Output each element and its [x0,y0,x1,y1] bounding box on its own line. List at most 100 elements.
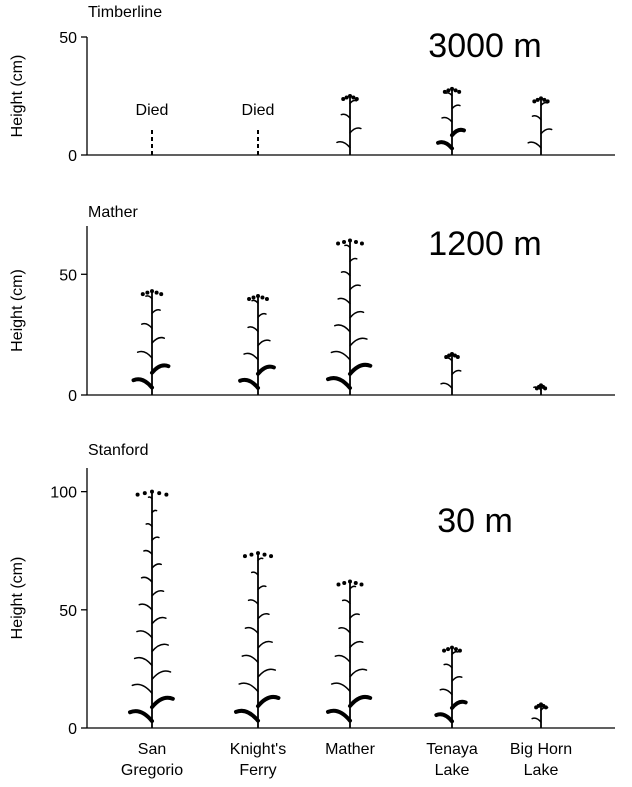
leaf [451,104,461,110]
plant [533,383,548,395]
x-tick-label-line: Knight's [230,741,286,758]
leaf [340,113,351,119]
leaf [349,337,368,347]
panel-title: Mather [88,204,138,221]
plant [128,489,175,728]
flower [336,582,341,587]
leaf [348,694,373,709]
flower [336,241,341,246]
plant [326,579,373,728]
flower [341,97,346,101]
flower [353,239,358,244]
leaf [244,626,259,635]
leaf [341,599,351,605]
leaf [257,557,264,562]
plant [527,96,553,155]
flower [457,648,462,653]
leaf [344,244,351,249]
y-tick-label: 0 [68,388,77,405]
leaf [151,589,165,597]
leaf [250,571,259,576]
leaf [326,376,352,390]
flower [543,386,548,391]
leaf [540,128,553,135]
leaf [145,295,153,300]
leaf [151,509,158,514]
leaf [451,369,462,376]
leaf [151,308,161,315]
x-tick-label-line: Big Horn [510,741,572,758]
leaf [349,127,362,134]
leaf [450,699,468,710]
leaf [531,115,542,121]
flower [135,492,140,497]
x-tick-label-line: Mather [325,741,375,758]
flower [351,95,356,100]
leaf [133,656,153,667]
leaf [256,364,276,376]
leaf [349,310,365,319]
leaf [257,585,267,591]
leaf [349,668,368,678]
flower [262,552,267,557]
flower [450,86,454,91]
leaf [150,363,171,375]
leaf [349,257,358,263]
leaf [434,712,454,724]
flower [256,551,260,556]
leaf [238,682,259,693]
leaf [334,654,351,663]
x-tick-label-line: Lake [524,762,559,779]
leaf [147,496,153,500]
flower [446,88,451,93]
flower [154,290,159,295]
leaf [151,536,160,542]
flower [457,89,462,94]
y-tick-label: 50 [59,30,77,47]
flower [264,297,269,302]
x-tick-label: Tenaya Lake [426,741,478,779]
leaf [151,336,166,344]
flower [242,554,247,559]
y-tick-label: 0 [68,721,77,738]
flower [249,552,254,557]
flower [269,554,274,559]
flower [455,354,460,359]
x-tick-label-line: Ferry [239,762,276,779]
leaf [243,352,259,361]
leaf [348,362,373,376]
flower [453,647,458,652]
leaf [439,688,453,696]
leaf [234,708,260,723]
leaf [340,271,351,277]
flower [348,238,352,243]
plant [434,645,468,728]
plant [436,86,466,155]
leaf [151,670,172,681]
leaf [143,549,153,555]
elevation-label: 1200 m [428,225,541,263]
leaf [257,612,270,620]
leaf [441,116,453,123]
leaf [256,694,281,709]
leaf [338,627,351,634]
flower [256,294,260,299]
flower [159,292,164,297]
flower [535,97,540,102]
x-tick-label-line: Lake [435,762,470,779]
flower [545,99,550,104]
x-tick-label-line: San [138,741,166,758]
y-tick-label: 50 [59,267,77,284]
flower [359,241,364,246]
flower [348,579,352,584]
y-tick-label: 50 [59,603,77,620]
leaf [436,140,454,151]
elevation-label: 30 m [437,502,513,540]
x-tick-label: Big Horn Lake [510,741,572,779]
leaf [247,599,259,605]
leaf [128,709,154,724]
flower [532,99,537,104]
leaf [445,92,453,97]
leaf [330,350,351,361]
leaf [443,663,453,669]
